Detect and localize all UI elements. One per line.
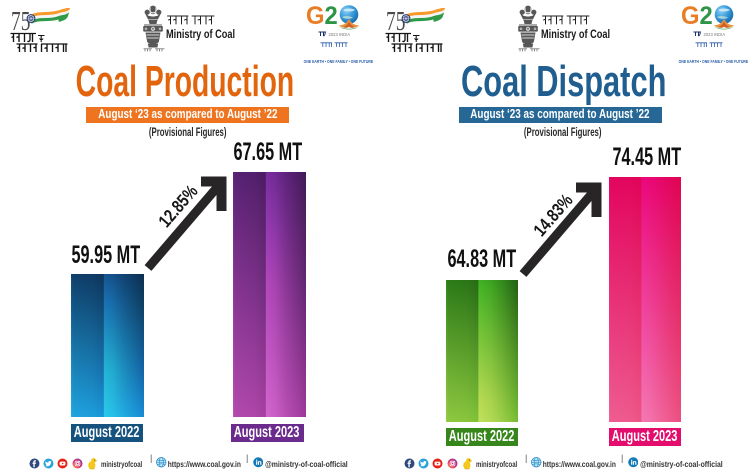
svg-text:2023 INDIA: 2023 INDIA <box>329 32 351 37</box>
svg-text:2023 INDIA: 2023 INDIA <box>704 32 726 37</box>
svg-text:75: 75 <box>386 8 405 37</box>
svg-text:75: 75 <box>11 8 30 37</box>
